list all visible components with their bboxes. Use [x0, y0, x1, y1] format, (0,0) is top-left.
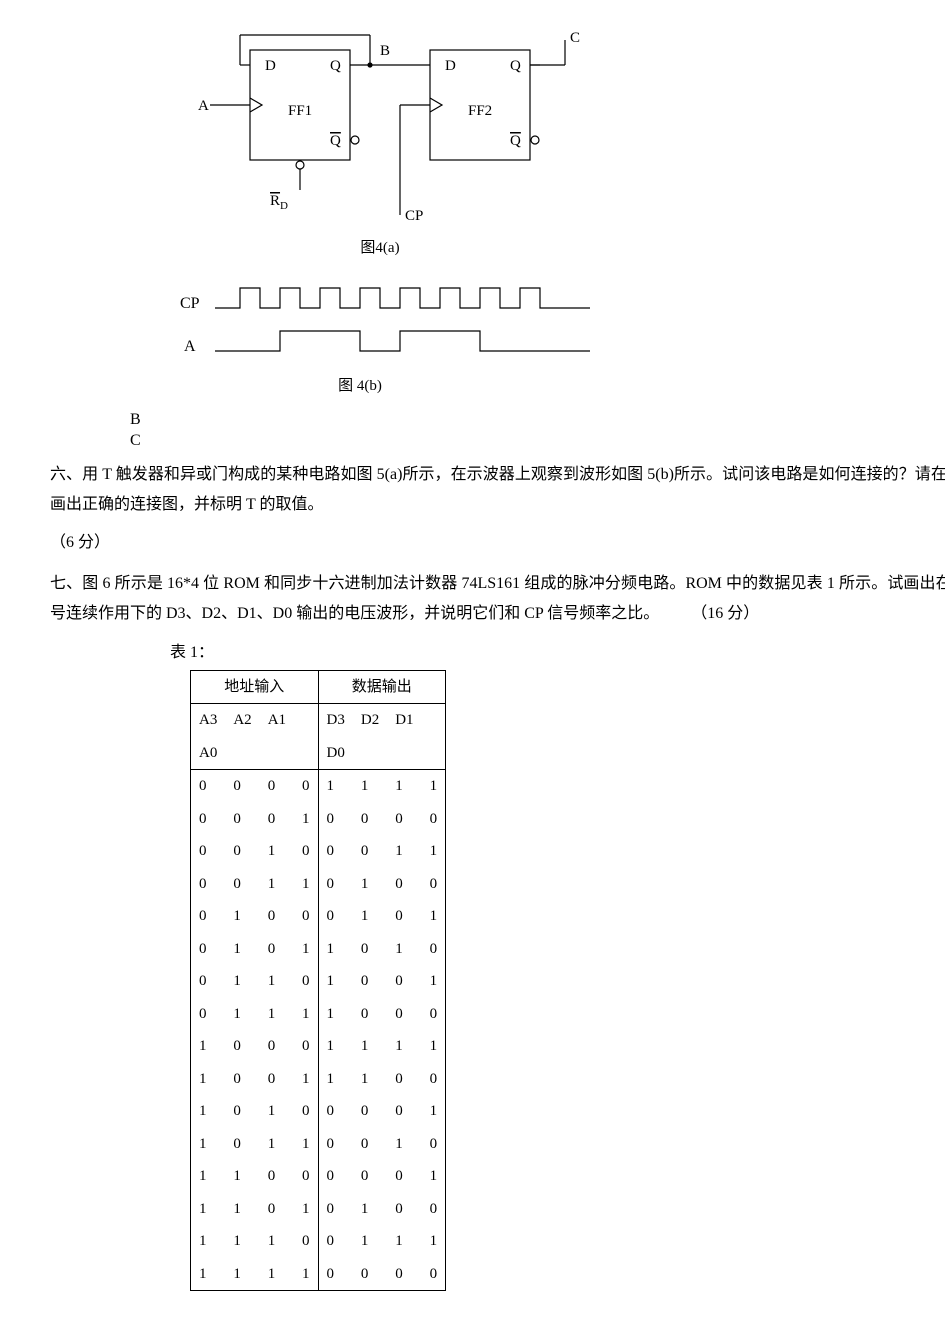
- problem-6-points: （6 分）: [50, 528, 945, 558]
- col-a1: A1: [260, 704, 294, 737]
- figure-4a-caption: 图4(a): [170, 234, 590, 263]
- table-row: 11110000: [191, 1258, 446, 1291]
- problem-6-text: 六、用 T 触发器和异或门构成的某种电路如图 5(a)所示，在示波器上观察到波形…: [50, 460, 945, 521]
- figure-4a: D Q FF1 Q D Q FF2 Q A B C: [170, 20, 945, 263]
- table-row: 11100111: [191, 1225, 446, 1258]
- table-row: 01000101: [191, 900, 446, 933]
- col-d2: D2: [353, 704, 387, 737]
- table-row: 01111000: [191, 998, 446, 1031]
- label-c: C: [130, 431, 945, 452]
- svg-text:CP: CP: [180, 295, 200, 312]
- svg-text:CP: CP: [405, 208, 423, 224]
- col-a3: A3: [191, 704, 226, 737]
- table-caption: 表 1：: [170, 638, 945, 668]
- table-row: 00010000: [191, 803, 446, 836]
- table-row: 10110010: [191, 1128, 446, 1161]
- waveform-svg: CP A: [170, 273, 610, 368]
- figure-4b: CP A 图 4(b): [170, 273, 945, 401]
- bc-labels: B C: [130, 410, 945, 452]
- svg-text:Q: Q: [510, 58, 521, 74]
- svg-text:A: A: [198, 98, 209, 114]
- svg-text:Q: Q: [330, 133, 341, 149]
- col-d3: D3: [318, 704, 353, 737]
- svg-text:D: D: [445, 58, 456, 74]
- table-row: 00001111: [191, 770, 446, 803]
- addr-header: 地址输入: [191, 670, 319, 704]
- col-d0: D0: [318, 737, 353, 770]
- col-d1: D1: [387, 704, 421, 737]
- svg-text:Q: Q: [510, 133, 521, 149]
- col-a2: A2: [225, 704, 259, 737]
- table-row: 00100011: [191, 835, 446, 868]
- svg-text:C: C: [570, 30, 580, 46]
- table-row: 11010100: [191, 1193, 446, 1226]
- svg-text:RD: RD: [270, 193, 288, 212]
- circuit-svg: D Q FF1 Q D Q FF2 Q A B C: [170, 20, 590, 230]
- svg-text:Q: Q: [330, 58, 341, 74]
- col-a0: A0: [191, 737, 226, 770]
- table-row: 01101001: [191, 965, 446, 998]
- problem-7-text: 七、图 6 所示是 16*4 位 ROM 和同步十六进制加法计数器 74LS16…: [50, 569, 945, 630]
- table-row: 11000001: [191, 1160, 446, 1193]
- table-row: 10100001: [191, 1095, 446, 1128]
- table-row: 10011100: [191, 1063, 446, 1096]
- label-b: B: [130, 410, 945, 431]
- data-header: 数据输出: [318, 670, 446, 704]
- figure-4b-caption: 图 4(b): [170, 372, 550, 401]
- svg-text:B: B: [380, 43, 390, 59]
- svg-text:FF2: FF2: [468, 103, 492, 119]
- svg-text:A: A: [184, 338, 196, 355]
- table-row: 00110100: [191, 868, 446, 901]
- svg-text:D: D: [265, 58, 276, 74]
- table-row: 01011010: [191, 933, 446, 966]
- svg-text:FF1: FF1: [288, 103, 312, 119]
- table-row: 10001111: [191, 1030, 446, 1063]
- rom-table: 地址输入 数据输出 A3 A2 A1 D3 D2 D1 A0 D0 000011…: [190, 670, 446, 1292]
